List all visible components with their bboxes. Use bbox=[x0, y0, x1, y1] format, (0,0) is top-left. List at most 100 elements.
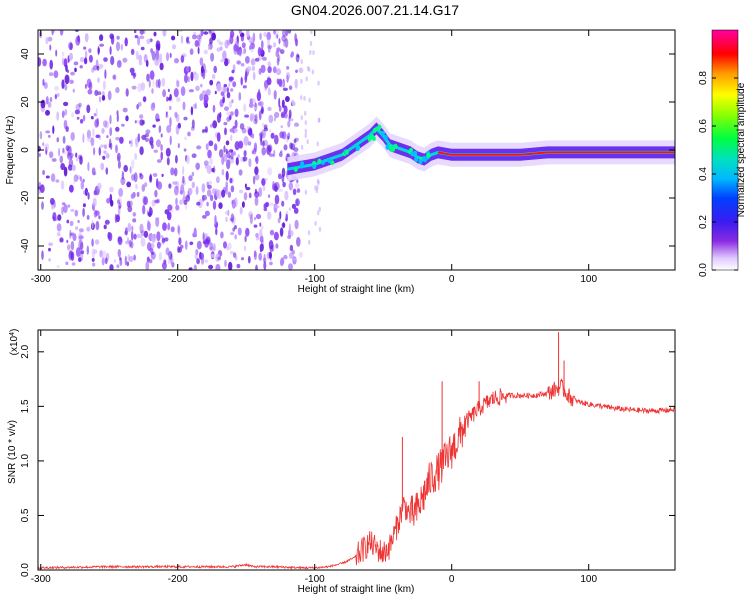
noise-speck bbox=[146, 73, 150, 82]
noise-speck bbox=[191, 119, 195, 129]
noise-speck bbox=[267, 87, 271, 96]
noise-speck bbox=[245, 186, 251, 191]
ridge-blob bbox=[371, 136, 376, 141]
noise-speck bbox=[154, 199, 160, 204]
snr-x-ticks: -300 -200 -100 0 100 bbox=[31, 330, 597, 585]
noise-speck bbox=[225, 140, 230, 146]
noise-speck bbox=[154, 58, 160, 66]
noise-speck bbox=[259, 228, 263, 238]
noise-speck bbox=[134, 30, 137, 34]
noise-speck bbox=[226, 159, 231, 170]
noise-speck bbox=[220, 231, 224, 239]
noise-speck bbox=[226, 87, 229, 93]
noise-speck bbox=[69, 52, 73, 61]
noise-speck bbox=[212, 104, 216, 113]
noise-speck bbox=[173, 88, 179, 98]
noise-speck bbox=[281, 174, 285, 183]
colorbar: 0.0 0.2 0.4 0.6 0.8 Normalized spectral ampl… bbox=[698, 29, 747, 277]
ridge-blob bbox=[410, 151, 415, 157]
noise-speck bbox=[243, 150, 247, 157]
noise-speck bbox=[73, 61, 79, 66]
noise-speck bbox=[167, 88, 170, 93]
noise-speck bbox=[296, 188, 301, 193]
noise-speck bbox=[113, 74, 117, 81]
noise-speck bbox=[239, 206, 243, 215]
noise-speck bbox=[232, 81, 237, 88]
noise-speck bbox=[165, 147, 171, 157]
noise-speck bbox=[156, 139, 161, 148]
noise-speck bbox=[75, 226, 79, 231]
noise-speck bbox=[287, 120, 291, 128]
spectrogram-x-ticks: -300 -200 -100 0 100 bbox=[31, 30, 597, 285]
noise-speck bbox=[230, 232, 235, 236]
noise-speck bbox=[234, 119, 238, 129]
noise-speck bbox=[118, 236, 123, 246]
noise-speck bbox=[283, 105, 288, 115]
noise-speck bbox=[230, 185, 235, 193]
noise-speck bbox=[245, 227, 250, 237]
noise-speck bbox=[176, 78, 179, 83]
noise-speck bbox=[101, 257, 105, 266]
noise-speck bbox=[209, 157, 213, 166]
noise-speck bbox=[208, 30, 212, 35]
noise-speck bbox=[204, 164, 208, 169]
noise-speck bbox=[306, 139, 309, 145]
noise-speck bbox=[274, 194, 280, 205]
noise-speck bbox=[188, 267, 193, 270]
noise-speck bbox=[74, 209, 79, 217]
noise-speck bbox=[261, 178, 266, 186]
noise-speck bbox=[202, 215, 207, 219]
noise-speck bbox=[293, 139, 297, 143]
noise-speck bbox=[177, 224, 180, 234]
noise-speck bbox=[258, 100, 264, 107]
noise-speck bbox=[67, 153, 72, 160]
ridge-blob bbox=[372, 127, 377, 133]
noise-speck bbox=[155, 118, 161, 122]
noise-speck bbox=[227, 191, 232, 198]
noise-speck bbox=[52, 30, 56, 33]
noise-speck bbox=[113, 259, 117, 263]
noise-speck bbox=[153, 31, 157, 37]
noise-speck bbox=[156, 231, 161, 242]
noise-speck bbox=[71, 112, 75, 118]
noise-speck bbox=[317, 80, 320, 86]
noise-speck bbox=[255, 232, 259, 238]
noise-speck bbox=[122, 107, 128, 113]
noise-speck bbox=[204, 259, 209, 263]
colorbar-gradient bbox=[711, 29, 739, 271]
noise-speck bbox=[161, 262, 167, 270]
noise-speck bbox=[139, 35, 145, 40]
noise-speck bbox=[276, 57, 280, 66]
noise-speck bbox=[99, 43, 105, 47]
noise-speck bbox=[254, 216, 256, 221]
noise-speck bbox=[294, 137, 299, 142]
ridge-blob bbox=[381, 130, 386, 136]
noise-speck bbox=[116, 264, 120, 269]
noise-speck bbox=[195, 85, 200, 91]
noise-speck bbox=[194, 102, 198, 110]
noise-speck bbox=[273, 231, 279, 241]
noise-speck bbox=[290, 53, 293, 58]
noise-speck bbox=[116, 113, 119, 123]
noise-speck bbox=[255, 264, 258, 270]
noise-speck bbox=[252, 147, 257, 155]
noise-speck bbox=[215, 253, 221, 262]
noise-speck bbox=[244, 114, 250, 118]
x-tick-label: 0 bbox=[449, 274, 455, 285]
noise-speck bbox=[49, 44, 52, 51]
ridge-blob bbox=[317, 158, 322, 164]
noise-speck bbox=[160, 151, 163, 161]
noise-speck bbox=[263, 261, 267, 270]
noise-speck bbox=[66, 239, 69, 244]
noise-speck bbox=[168, 251, 173, 260]
noise-speck bbox=[202, 232, 205, 242]
x-tick-label: -200 bbox=[168, 574, 188, 585]
noise-speck bbox=[56, 111, 60, 121]
noise-speck bbox=[124, 255, 127, 266]
noise-speck bbox=[146, 256, 150, 263]
noise-speck bbox=[98, 96, 102, 103]
noise-speck bbox=[102, 120, 108, 128]
noise-speck bbox=[199, 252, 205, 260]
noise-speck bbox=[285, 30, 288, 37]
noise-speck bbox=[200, 257, 205, 265]
